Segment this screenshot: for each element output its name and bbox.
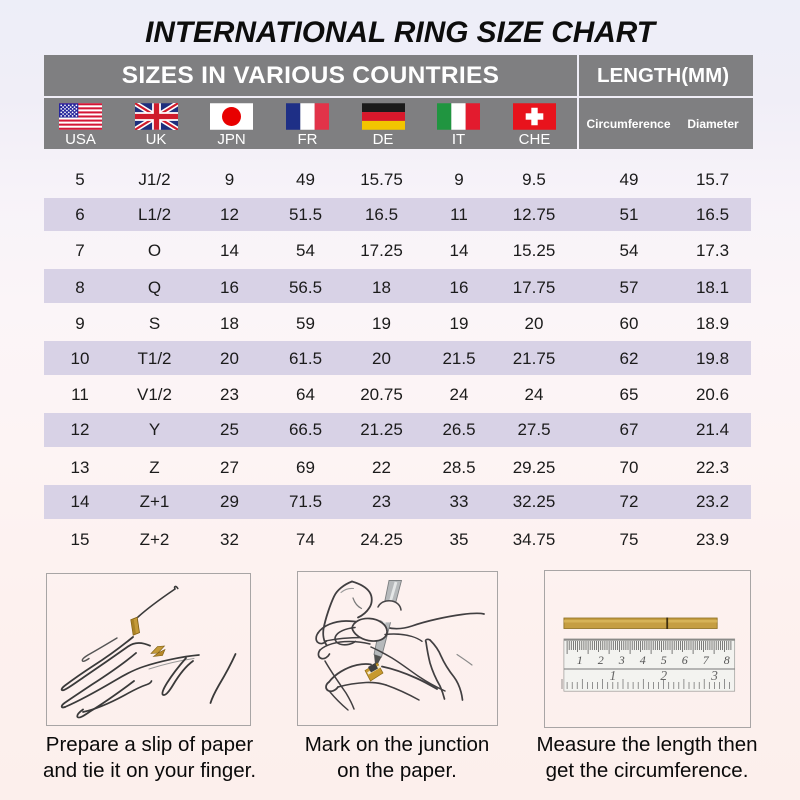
svg-text:7: 7	[703, 653, 710, 667]
svg-text:6: 6	[682, 653, 688, 667]
svg-text:1: 1	[610, 668, 617, 683]
svg-text:5: 5	[661, 653, 667, 667]
svg-text:4: 4	[640, 653, 646, 667]
svg-text:1: 1	[577, 653, 583, 667]
svg-text:3: 3	[618, 653, 625, 667]
svg-text:2: 2	[660, 668, 667, 683]
svg-text:3: 3	[710, 668, 718, 683]
svg-text:8: 8	[724, 653, 730, 667]
svg-text:2: 2	[598, 653, 604, 667]
